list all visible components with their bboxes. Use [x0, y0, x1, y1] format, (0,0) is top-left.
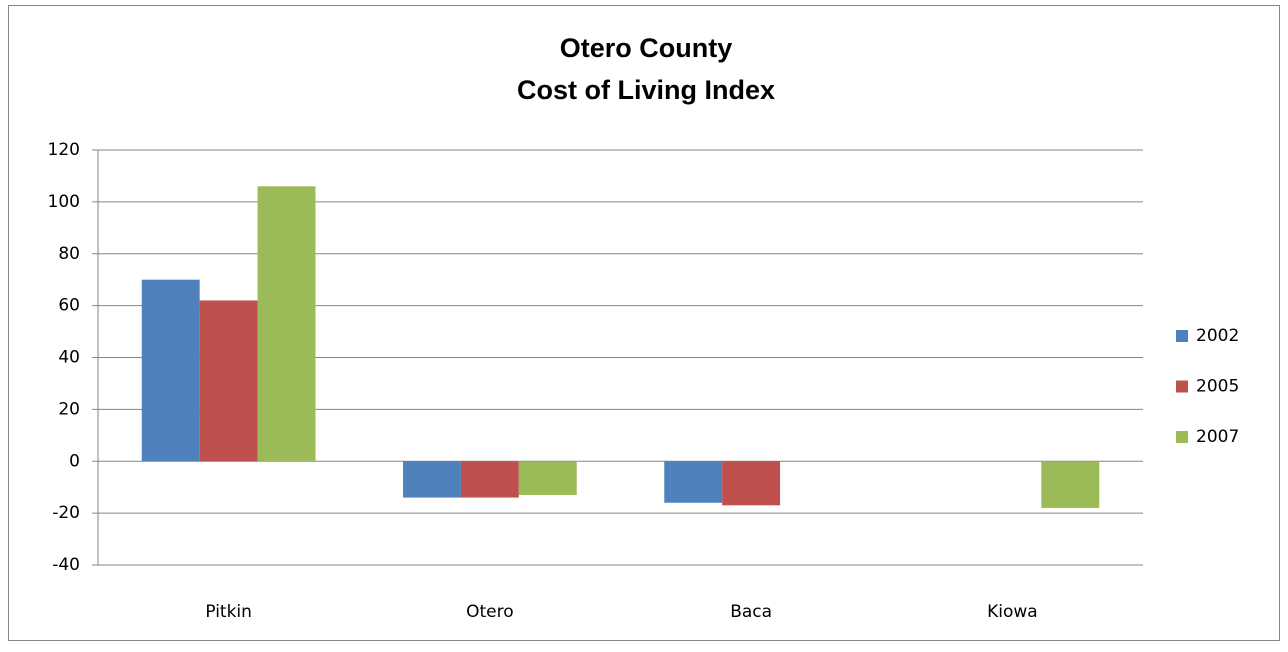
bar: [664, 461, 723, 503]
bar: [1041, 461, 1100, 508]
y-tick-label: -40: [52, 555, 80, 575]
bar: [518, 461, 577, 495]
legend-label: 2007: [1196, 427, 1239, 447]
y-tick-label: 60: [58, 296, 80, 316]
chart-title: Cost of Living Index: [517, 75, 775, 105]
bar: [199, 300, 258, 462]
bar: [403, 461, 461, 498]
x-tick-label: Baca: [730, 602, 772, 622]
x-tick-label: Otero: [466, 602, 514, 622]
legend-swatch: [1176, 330, 1188, 342]
y-tick-label: 0: [69, 451, 80, 471]
bar: [722, 461, 781, 506]
y-tick-label: 80: [58, 244, 80, 264]
chart-title: Otero County: [560, 33, 733, 63]
bar: [141, 279, 200, 462]
y-tick-label: 100: [48, 192, 80, 212]
legend-swatch: [1176, 431, 1188, 443]
y-tick-label: 40: [58, 348, 80, 368]
legend-label: 2005: [1196, 377, 1239, 397]
y-tick-label: -20: [52, 503, 80, 523]
y-tick-label: 20: [58, 399, 80, 419]
legend-swatch: [1176, 380, 1188, 393]
x-tick-label: Kiowa: [987, 602, 1038, 622]
x-tick-label: Pitkin: [205, 602, 252, 622]
bar: [460, 461, 519, 498]
bar: [257, 186, 316, 462]
y-tick-label: 120: [48, 140, 80, 160]
legend-label: 2002: [1196, 326, 1239, 346]
